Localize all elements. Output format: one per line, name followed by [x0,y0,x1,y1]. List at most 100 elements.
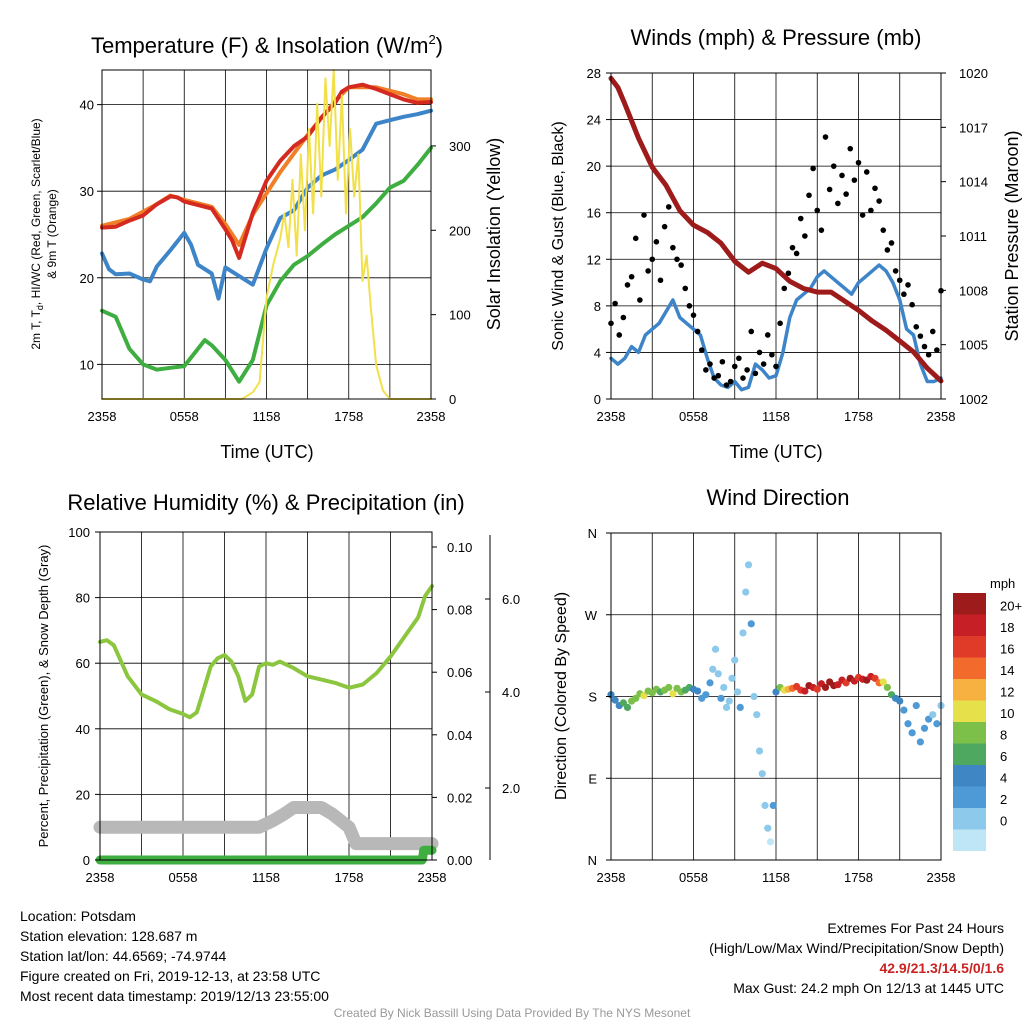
dir-y-tick-label: E [588,771,597,786]
wind-gust-point [748,328,755,335]
wind-gust-point [756,349,763,356]
dir-point [916,738,924,746]
wind-x-tick-label: 1158 [762,409,790,424]
dir-legend-label: 14 [1000,663,1014,678]
wind-gust-point [612,300,618,307]
wind-y2-tick-label: 1008 [959,283,988,298]
station-elevation: Station elevation: 128.687 m [20,928,198,944]
dir-point [758,770,766,778]
wind-gust-point [913,324,920,330]
wind-gust-point [917,333,924,339]
dir-legend-swatch [953,636,986,658]
dir-point [669,690,677,698]
wind-gust-point [740,375,746,381]
wind-gust-point [744,367,750,373]
wind-gust-point [929,328,936,335]
dir-legend-swatch [953,765,986,787]
dir-legend-swatch [953,700,986,722]
dir-y-axis-label: Direction (Colored By Speed) [553,592,570,800]
temp-y-tick-label: 10 [80,357,94,372]
dir-legend-swatch [953,786,986,808]
extremes-subtitle: (High/Low/Max Wind/Precipitation/Snow De… [709,940,1004,956]
temp-x-tick-label: 2358 [88,409,117,424]
wind-gust-point [661,223,668,230]
wind-gust-point [620,314,627,321]
wind-y-axis-label: Sonic Wind & Gust (Blue, Black) [550,121,567,350]
rh-chart-title: Relative Humidity (%) & Precipitation (i… [67,490,464,515]
wind-gust-point [653,239,660,245]
wind-gust-point [925,351,932,358]
station-latlon: Station lat/lon: 44.6569; -74.9744 [20,948,227,964]
rh-y2-tick-label: 0.10 [447,540,472,555]
rh-y3-tick-label: 2.0 [502,781,520,796]
wind-gust-point [810,165,816,172]
dir-point [728,674,736,682]
dir-point [900,706,908,714]
temp-y2-tick-label: 300 [449,139,471,154]
dir-point [904,720,912,728]
temp-series-solar-insolation [101,69,432,400]
dir-chart-title: Wind Direction [706,485,849,510]
station-location: Location: Potsdam [20,908,136,924]
wind-gust-point [616,332,623,338]
wind-gust-point [880,227,887,233]
wind-gust-point [649,256,656,263]
dir-point [694,687,702,695]
dir-legend-swatch [953,722,986,744]
wind-y-tick-label: 12 [587,252,601,267]
dir-point [750,692,758,701]
wind-gust-point [901,291,907,298]
wind-gust-point [806,192,812,199]
wind-gust-point [822,134,829,140]
wind-gust-point [909,301,915,308]
dir-point [912,701,920,710]
max-gust: Max Gust: 24.2 mph On 12/13 at 1445 UTC [733,980,1004,996]
dir-legend-label: 12 [1000,685,1014,700]
extremes-values: 42.9/21.3/14.5/0/1.6 [879,960,1004,976]
wind-x-tick-label: 2358 [597,409,626,424]
recent-data-timestamp: Most recent data timestamp: 2019/12/13 2… [20,988,329,1004]
temp-x-axis-label: Time (UTC) [220,442,313,462]
wind-gust-point [876,198,882,204]
figure-created: Figure created on Fri, 2019-12-13, at 23… [20,968,321,984]
temp-x-tick-label: 0558 [170,409,199,424]
wind-y-tick-label: 20 [587,159,601,174]
dir-point [753,711,761,719]
wind-gust-point [731,363,738,370]
dir-point [722,703,731,712]
dir-point [929,711,937,719]
rh-x-tick-label: 1758 [335,870,364,885]
wind-y-tick-label: 4 [594,345,601,360]
dir-legend-label: 4 [1000,771,1007,786]
dir-point [706,679,714,687]
wind-x-tick-label: 2358 [927,409,956,424]
wind-y2-tick-label: 1020 [959,66,988,81]
rh-y2-tick-label: 0.00 [447,853,472,868]
wind-gust-point [847,145,854,152]
rh-x-tick-label: 2358 [86,870,115,885]
rh-x-tick-label: 0558 [169,870,198,885]
dir-point [731,656,739,664]
temp-y-tick-label: 40 [80,98,94,113]
wind-gust-point [723,382,730,388]
dir-point [665,683,673,692]
temp-x-tick-label: 1758 [334,409,363,424]
dir-point [755,747,764,755]
dir-point [623,703,632,712]
dir-legend-label: 20+ [1000,599,1022,614]
rh-y2-tick-label: 0.06 [447,665,472,680]
wind-gust-point [645,268,651,274]
dir-y-tick-label: N [588,853,597,868]
dir-point [883,683,891,692]
wind-gust-point [826,186,833,193]
wind-gust-point [855,159,862,166]
dir-x-tick-label: 2358 [597,870,626,885]
wind-y-tick-label: 28 [587,66,601,81]
dir-legend-label: 6 [1000,749,1007,764]
temp-series-2m-t [100,82,433,260]
wind-gust-point [670,244,676,251]
temp-y-tick-label: 30 [80,184,94,199]
wind-chart-title: Winds (mph) & Pressure (mb) [631,25,922,50]
wind-gust-point [905,282,911,288]
